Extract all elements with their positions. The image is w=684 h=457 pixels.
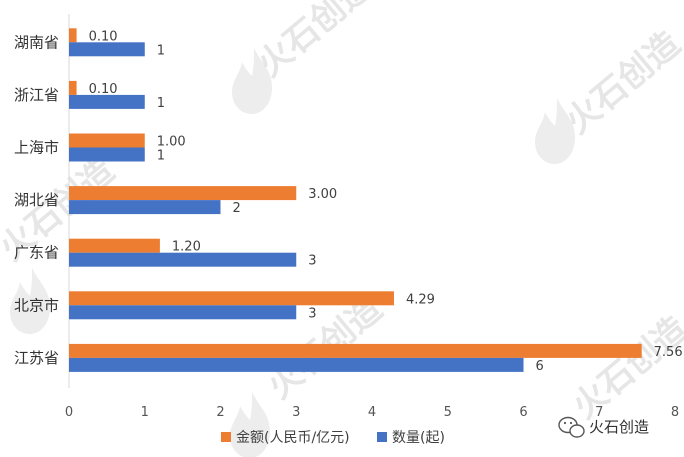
- legend: 金额(人民币/亿元) 数量(起): [221, 430, 445, 446]
- data-label-amount: 1.20: [172, 240, 201, 255]
- category-label: 浙江省: [14, 86, 59, 104]
- bar-amount: [69, 186, 297, 201]
- category-label: 湖北省: [14, 191, 59, 209]
- category-label: 广东省: [14, 244, 59, 262]
- category-label: 北京市: [14, 296, 59, 314]
- data-label-count: 6: [536, 359, 544, 374]
- bar-count: [69, 357, 524, 372]
- x-tick-labels-layer: 0 1 2 3 4 5 6 7 8: [65, 405, 679, 420]
- x-tick-label: 1: [141, 405, 149, 420]
- bar-count: [69, 94, 145, 109]
- bar-amount: [69, 28, 77, 43]
- x-tick-label: 3: [292, 405, 300, 420]
- x-tick-label: 6: [519, 405, 527, 420]
- x-tick-label: 2: [216, 405, 224, 420]
- bar-count: [69, 42, 145, 57]
- data-label-amount: 3.00: [308, 187, 337, 202]
- bar-amount: [69, 291, 394, 306]
- legend-label-amount: 金额(人民币/亿元): [236, 430, 350, 446]
- bar-count: [69, 252, 297, 267]
- x-tick-label: 7: [595, 405, 603, 420]
- data-label-amount: 1.00: [157, 135, 186, 150]
- wechat-account-name: 火石创造: [589, 418, 649, 436]
- data-label-count: 2: [233, 201, 241, 216]
- x-tick-label: 4: [368, 405, 376, 420]
- bar-count: [69, 147, 145, 162]
- x-tick-label: 5: [444, 405, 452, 420]
- bar-amount: [69, 80, 77, 95]
- data-label-count: 3: [308, 306, 316, 321]
- watermark-flame-icon: [10, 268, 50, 334]
- data-label-count: 3: [308, 254, 316, 269]
- data-label-count: 1: [157, 43, 165, 58]
- data-label-count: 1: [157, 96, 165, 111]
- watermark-text: 火石创造: [558, 24, 684, 142]
- data-label-amount: 7.56: [654, 345, 683, 360]
- legend-swatch-amount: [221, 432, 231, 442]
- bar-count: [69, 200, 221, 215]
- x-tick-label: 8: [671, 405, 679, 420]
- category-label: 江苏省: [14, 349, 59, 367]
- watermark-flame-icon: [230, 392, 270, 457]
- watermark-text: 火石创造: [565, 309, 684, 427]
- data-label-amount: 4.29: [406, 292, 435, 307]
- category-label: 上海市: [14, 139, 59, 157]
- category-label: 湖南省: [14, 33, 59, 51]
- watermark-flame-icon: [232, 48, 272, 114]
- bar-count: [69, 305, 297, 320]
- data-label-count: 1: [157, 149, 165, 164]
- legend-label-count: 数量(起): [392, 430, 445, 446]
- bar-amount: [69, 343, 642, 358]
- watermark-text: 火石创造: [250, 0, 380, 85]
- legend-swatch-count: [377, 432, 387, 442]
- bar-amount: [69, 238, 160, 253]
- data-label-amount: 0.10: [89, 82, 118, 97]
- bar-amount: [69, 133, 145, 148]
- data-label-amount: 0.10: [89, 29, 118, 44]
- wechat-mark: 火石创造: [558, 416, 649, 438]
- x-tick-label: 0: [65, 405, 73, 420]
- wechat-icon: [558, 416, 585, 438]
- bars-layer: [69, 28, 642, 372]
- watermark-flame-icon: [535, 98, 575, 164]
